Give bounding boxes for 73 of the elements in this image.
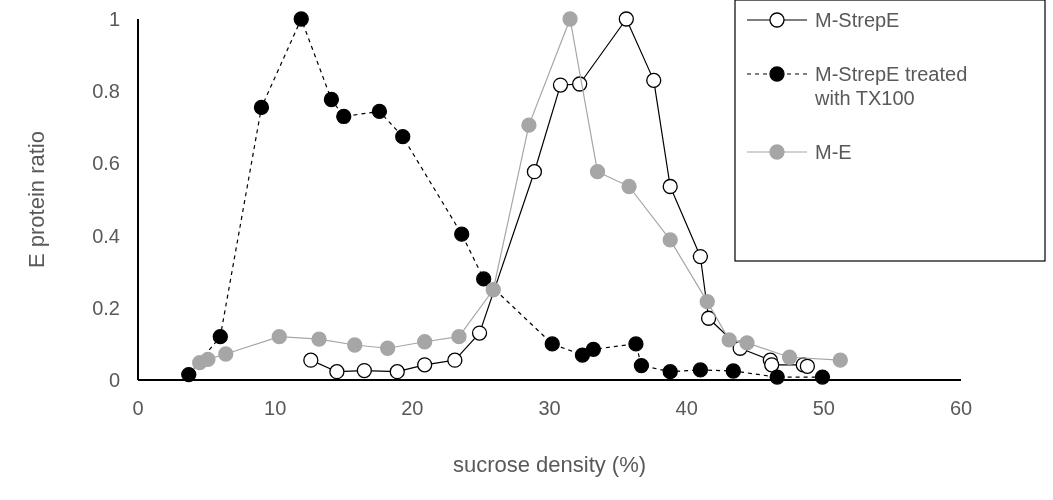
x-tick-label: 0 <box>132 397 144 419</box>
point <box>212 329 228 345</box>
point <box>662 232 678 248</box>
point <box>764 357 780 373</box>
point <box>739 335 755 351</box>
y-tick-label: 0.6 <box>92 152 120 175</box>
point <box>253 99 270 116</box>
point <box>721 332 737 348</box>
point <box>662 364 678 380</box>
point <box>271 329 287 345</box>
point <box>628 336 644 352</box>
point <box>799 358 816 374</box>
point <box>692 248 709 265</box>
legend-label: M-E <box>815 141 852 163</box>
y-tick-label: 0 <box>108 369 120 391</box>
point <box>769 369 785 385</box>
point <box>832 352 848 368</box>
point <box>521 117 537 133</box>
point <box>544 336 560 352</box>
x-tick-label: 10 <box>264 397 287 419</box>
legend-label: M-StrepE treated with TX100 <box>814 63 968 109</box>
point <box>451 329 467 345</box>
point <box>371 103 388 120</box>
point <box>725 363 741 379</box>
point <box>356 362 372 379</box>
point <box>662 178 678 195</box>
point <box>618 11 634 27</box>
point <box>692 362 709 378</box>
point <box>552 77 569 93</box>
point <box>336 108 352 125</box>
point <box>447 352 463 368</box>
point <box>417 357 433 373</box>
point <box>700 310 717 326</box>
point <box>633 357 650 374</box>
point <box>589 164 606 180</box>
point <box>454 226 470 242</box>
point <box>329 364 345 380</box>
x-tick-label: 20 <box>401 397 424 419</box>
point <box>347 337 363 353</box>
legend-label: M-StrepE <box>815 9 900 31</box>
point <box>485 282 501 298</box>
x-tick-label: 50 <box>812 397 835 419</box>
x-axis-title: sucrose density (%) <box>452 452 647 477</box>
point <box>218 346 234 362</box>
x-tick-label: 30 <box>538 397 561 419</box>
x-tick-label: 60 <box>949 397 973 419</box>
point <box>417 334 433 350</box>
point <box>471 325 488 341</box>
point <box>646 72 662 89</box>
x-tick-label: 40 <box>675 397 698 419</box>
point <box>699 294 715 310</box>
point <box>781 349 798 365</box>
point <box>379 340 396 356</box>
point <box>323 91 340 108</box>
point <box>621 178 637 195</box>
point <box>200 351 216 368</box>
point <box>562 11 578 27</box>
point <box>389 364 405 380</box>
point <box>303 352 319 368</box>
point <box>574 347 591 363</box>
point <box>293 11 309 27</box>
point <box>311 331 327 347</box>
point <box>395 129 411 145</box>
y-axis-title: E protein ratio <box>24 131 49 268</box>
y-tick-label: 1 <box>108 8 120 30</box>
point <box>814 369 831 385</box>
y-tick-label: 0.2 <box>92 296 120 319</box>
y-tick-label: 0.8 <box>92 80 120 103</box>
point <box>476 271 492 287</box>
point <box>526 164 543 180</box>
y-tick-label: 0.4 <box>92 224 120 247</box>
point <box>585 341 602 357</box>
point <box>181 366 197 383</box>
